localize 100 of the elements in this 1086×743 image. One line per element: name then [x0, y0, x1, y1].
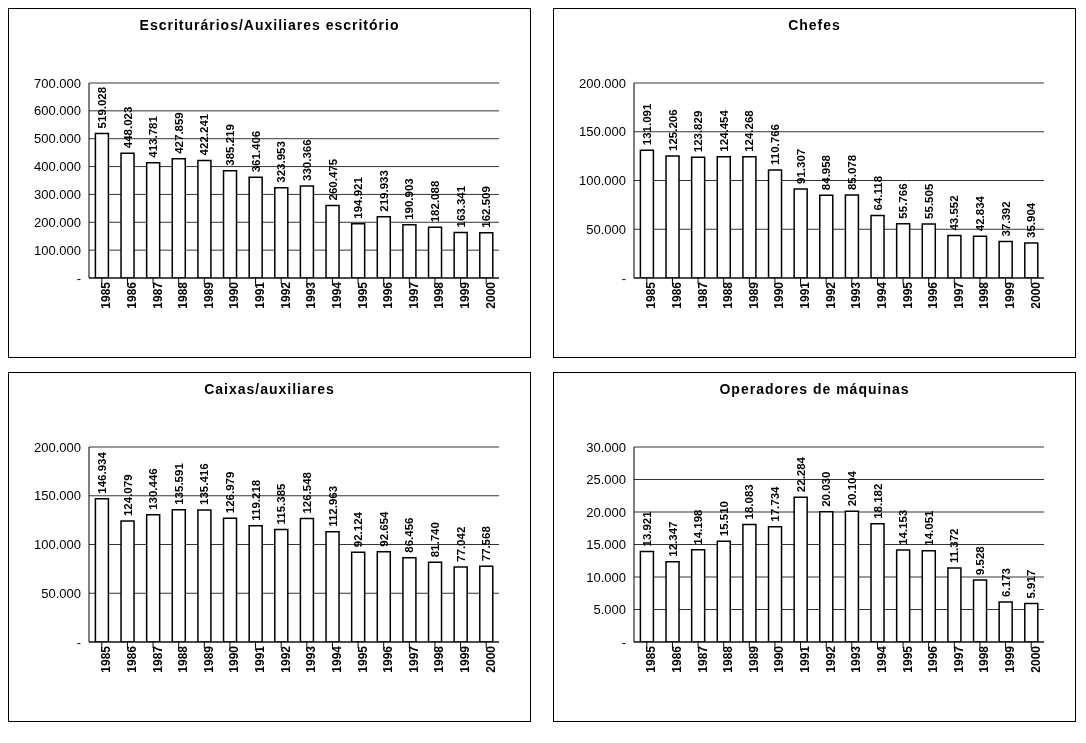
y-tick-label: - — [76, 270, 81, 286]
x-tick-label: 1988 — [176, 645, 191, 673]
y-tick-label: 20.000 — [586, 504, 626, 520]
y-tick-label: 10.000 — [586, 569, 626, 585]
x-tick-label: 1993 — [849, 645, 864, 673]
x-tick-label: 1994 — [874, 281, 889, 309]
x-tick-label: 1995 — [900, 645, 915, 673]
x-tick-label: 1989 — [746, 281, 761, 309]
y-tick-label: 150.000 — [579, 124, 626, 140]
x-tick-label: 1993 — [849, 281, 864, 309]
y-tick-label: 15.000 — [586, 537, 626, 553]
x-tick-label: 2000 — [483, 281, 498, 309]
x-tick-label: 1990 — [227, 645, 242, 673]
data-label: 92.124 — [352, 511, 365, 548]
data-label: 18.182 — [871, 483, 884, 519]
x-tick-label: 1991 — [798, 281, 813, 309]
data-label: 77.568 — [480, 525, 493, 562]
y-tick-label: 200.000 — [34, 439, 81, 455]
x-tick-label: 1986 — [669, 645, 684, 673]
data-label: 163.341 — [454, 185, 467, 228]
data-label: 124.079 — [121, 474, 134, 517]
x-tick-label: 1987 — [150, 281, 165, 309]
data-label: 91.307 — [794, 148, 807, 184]
x-tick-label: 1987 — [695, 645, 710, 673]
data-label: 194.921 — [352, 176, 365, 219]
data-label: 130.446 — [147, 468, 160, 510]
x-tick-label: 1994 — [329, 281, 344, 309]
x-tick-label: 1988 — [176, 281, 191, 309]
y-tick-label: 50.000 — [586, 221, 626, 237]
y-tick-label: 5.000 — [593, 602, 626, 618]
x-tick-label: 1985 — [644, 645, 659, 673]
x-tick-label: 1991 — [253, 645, 268, 673]
data-label: 12.347 — [666, 521, 679, 557]
data-label: 64.118 — [871, 175, 884, 211]
x-tick-label: 1987 — [695, 281, 710, 309]
data-label: 131.091 — [640, 103, 653, 146]
x-tick-label: 1998 — [432, 281, 447, 309]
data-label: 260.475 — [326, 158, 339, 201]
data-label: 413.781 — [147, 115, 160, 158]
data-label: 86.456 — [403, 517, 416, 553]
y-tick-label: 700.000 — [34, 75, 81, 91]
data-label: 162.509 — [480, 186, 493, 228]
x-tick-label: 1994 — [874, 645, 889, 673]
x-tick-label: 1986 — [124, 645, 139, 673]
y-tick-label: - — [76, 634, 81, 650]
x-tick-label: 1988 — [721, 645, 736, 673]
y-tick-label: 25.000 — [586, 472, 626, 488]
x-tick-label: 1993 — [304, 281, 319, 309]
data-label: 146.934 — [95, 451, 108, 494]
data-label: 126.548 — [300, 471, 313, 514]
data-label: 22.284 — [794, 456, 807, 493]
x-tick-label: 1998 — [977, 281, 992, 309]
data-label: 92.654 — [377, 510, 390, 547]
x-tick-label: 1986 — [124, 281, 139, 309]
data-label: 55.766 — [897, 183, 910, 219]
chart-title: Operadores de máquinas — [718, 381, 911, 397]
data-label: 126.979 — [224, 471, 237, 514]
data-label: 84.958 — [820, 154, 833, 191]
y-tick-label: 200.000 — [34, 214, 81, 230]
data-label: 85.078 — [845, 154, 858, 191]
data-label: 77.042 — [454, 526, 467, 562]
data-label: 9.528 — [974, 545, 987, 576]
data-label: 124.454 — [717, 109, 730, 152]
data-label: 11.372 — [948, 528, 961, 564]
y-tick-label: 300.000 — [34, 187, 81, 203]
data-label: 35.904 — [1025, 202, 1038, 238]
x-tick-label: 1991 — [798, 645, 813, 673]
x-tick-label: 1998 — [977, 645, 992, 673]
data-label: 219.933 — [377, 170, 390, 212]
x-tick-label: 1996 — [926, 645, 941, 673]
x-tick-label: 1999 — [1003, 645, 1018, 673]
data-label: 112.963 — [326, 485, 339, 527]
data-label: 81.740 — [429, 522, 442, 558]
y-tick-label: 100.000 — [34, 242, 81, 258]
x-tick-label: 1996 — [381, 645, 396, 673]
y-tick-label: - — [621, 634, 626, 650]
data-label: 5.917 — [1025, 569, 1038, 599]
y-tick-label: 150.000 — [34, 488, 81, 504]
data-label: 15.510 — [717, 501, 730, 537]
data-label: 330.366 — [300, 139, 313, 181]
x-tick-label: 1985 — [99, 645, 114, 673]
data-label: 125.206 — [666, 109, 679, 151]
x-tick-label: 1989 — [201, 281, 216, 309]
data-label: 37.392 — [999, 201, 1012, 237]
data-label: 18.083 — [743, 484, 756, 520]
data-label: 361.406 — [249, 130, 262, 173]
x-tick-label: 1999 — [1003, 281, 1018, 309]
x-tick-label: 1985 — [99, 281, 114, 309]
x-tick-label: 1996 — [381, 281, 396, 309]
x-tick-label: 1985 — [644, 281, 659, 309]
chart-title: Caixas/auxiliares — [203, 381, 336, 397]
data-label: 20.104 — [845, 470, 858, 507]
chart-title: Escriturários/Auxiliares escritório — [138, 17, 401, 33]
data-label: 135.591 — [172, 462, 185, 505]
x-tick-label: 1990 — [772, 281, 787, 309]
data-label: 385.219 — [224, 124, 237, 166]
data-label: 519.028 — [95, 86, 108, 129]
data-label: 42.834 — [974, 195, 987, 232]
data-label: 17.734 — [769, 485, 782, 522]
y-tick-label: - — [621, 270, 626, 286]
